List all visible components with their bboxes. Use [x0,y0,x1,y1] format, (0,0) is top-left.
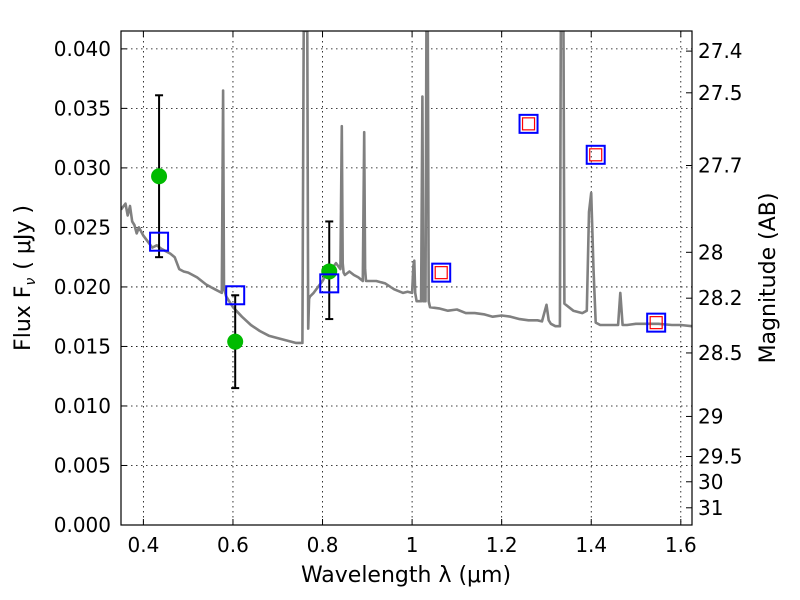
y-tick-label: 0.020 [54,275,111,299]
magnitude-tick-label: 29 [698,404,723,428]
magnitude-tick-label: 31 [698,496,723,520]
y-tick-label: 0.005 [54,453,111,477]
y-axis-label-text: Flux F [11,286,36,351]
model-flux-box [518,113,539,134]
magnitude-tick-label: 28.5 [698,341,743,365]
plot-area [121,31,692,390]
x-tick-label: 1.4 [575,533,607,557]
magnitude-tick-label: 28.2 [698,286,743,310]
observed-point [227,333,244,350]
magnitude-tick-label: 28 [698,240,723,264]
x-tick-label: 1 [406,533,419,557]
magnitude-axis-label: Magnitude (AB) [756,193,781,364]
magnitude-tick-label: 29.5 [698,445,743,469]
magnitude-tick-label: 27.7 [698,154,743,178]
model-flux-box [319,273,340,294]
y-tick-label: 0.015 [54,334,111,358]
upper-limit-box [521,117,536,131]
upper-limit-box [589,148,603,162]
model-flux-box [431,262,452,283]
magnitude-tick-label: 30 [698,470,723,494]
axis-ticks: 0.4 0.6 0.8 1 1.2 1.4 1.6 0.000 0.005 0.010 0.015 0… [54,31,743,557]
y-tick-label: 0.030 [54,156,111,180]
upper-limit-box [649,316,663,330]
data-points [149,94,667,390]
y-tick-label: 0.000 [54,513,111,537]
observed-point [321,263,338,280]
y-tick-label: 0.025 [54,215,111,239]
magnitude-tick-label: 27.5 [698,81,743,105]
y-axis-label-sub: ν [23,278,39,286]
x-tick-label: 1.6 [665,533,697,557]
model-flux-box [225,285,246,306]
x-tick-label: 0.8 [307,533,339,557]
y-tick-label: 0.035 [54,96,111,120]
model-flux-box [149,231,170,252]
x-tick-label: 1.2 [486,533,518,557]
upper-limit-box [434,266,448,280]
magnitude-tick-label: 27.4 [698,39,743,63]
x-axis-label: Wavelength λ (μm) [301,563,511,588]
y-axis-label: Flux Fν ( μJy ) [11,205,39,351]
y-axis-label-unit: ( μJy ) [11,205,36,270]
x-tick-label: 0.4 [127,533,159,557]
y-tick-label: 0.010 [54,394,111,418]
model-flux-box [585,144,606,165]
sed-model-line [121,31,692,345]
observed-point [151,168,168,185]
model-flux-box [646,312,667,333]
x-tick-label: 0.6 [217,533,249,557]
y-tick-label: 0.040 [54,37,111,61]
grid [121,31,692,526]
plot-frame [120,30,693,526]
